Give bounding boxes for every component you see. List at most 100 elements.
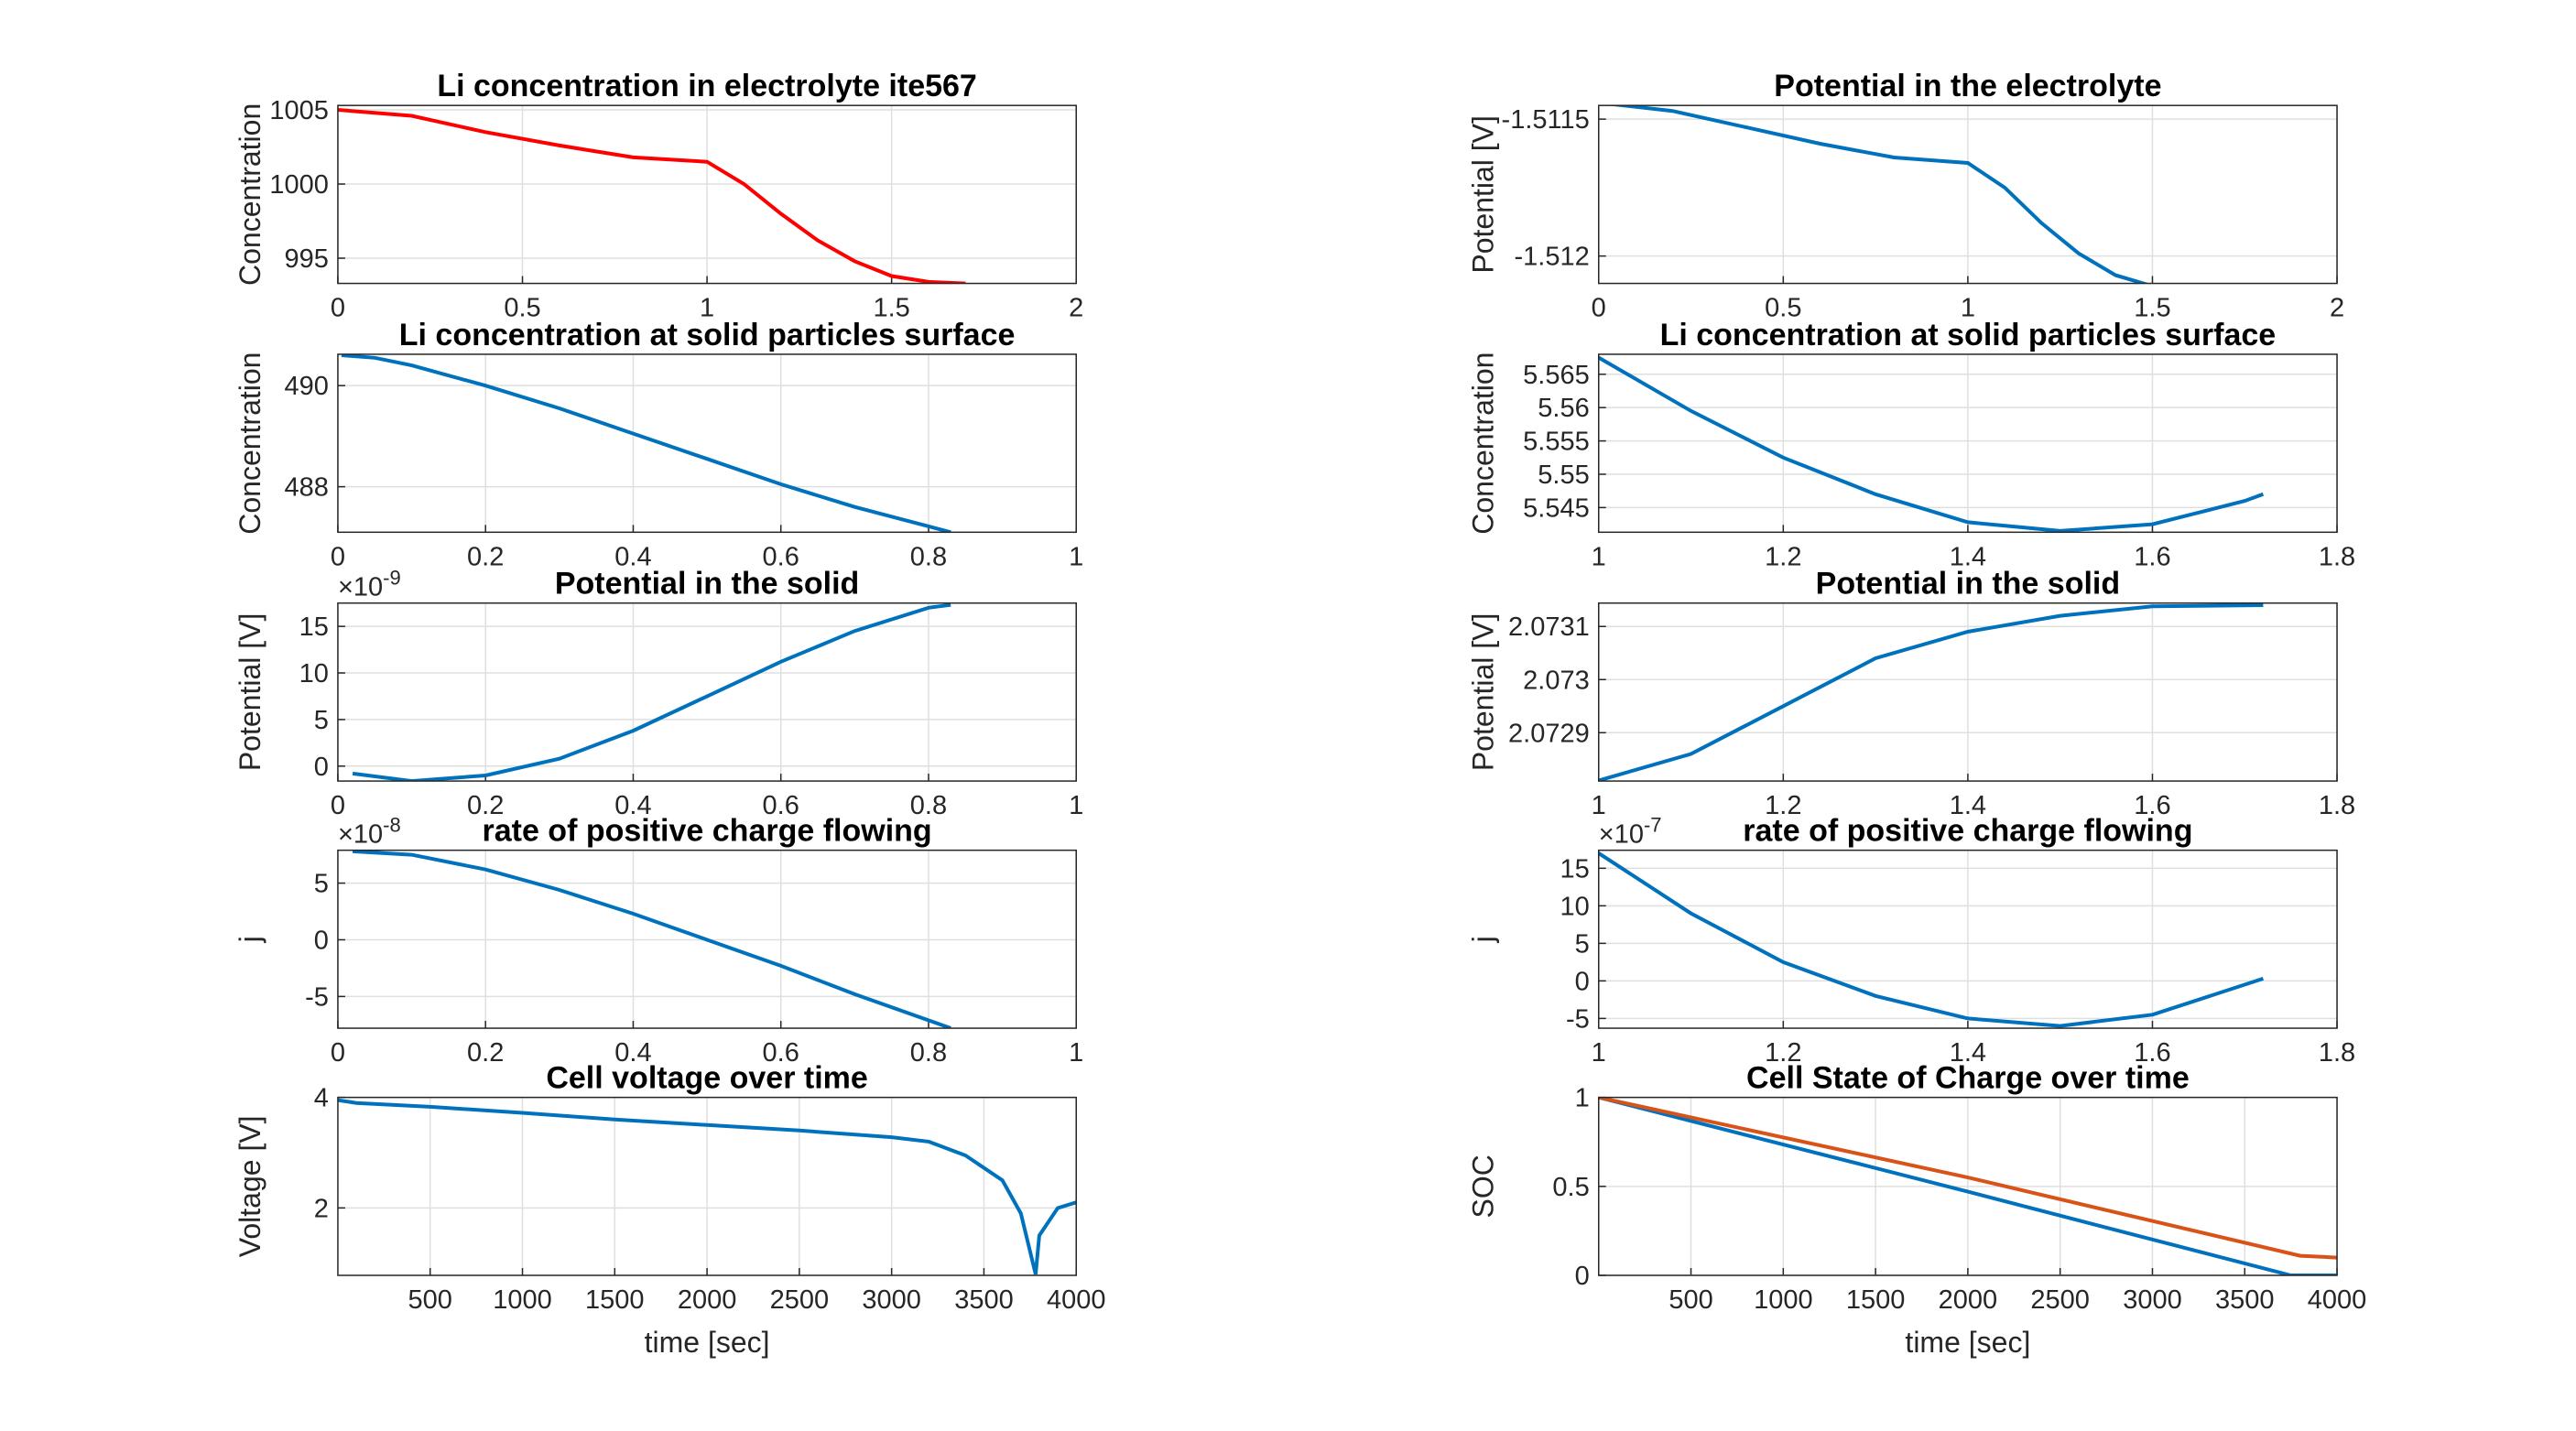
subplot: 500 1000 1500 2000 2500 3000 3500 4000 2 4 Cell vo… (234, 1061, 1106, 1359)
x-tick-label: 500 (1668, 1285, 1712, 1315)
y-exponent: ×10-7 (1599, 814, 1662, 850)
x-tick-label: 3500 (954, 1285, 1014, 1315)
data-line (1598, 1097, 2338, 1260)
subplot: 500 1000 1500 2000 2500 3000 3500 4000 0 0.5 1 Cell… (1467, 1061, 2367, 1359)
y-tick-label: 0 (1575, 967, 1590, 996)
data-line (1598, 603, 2264, 782)
x-tick-label: 1.6 (2134, 791, 2170, 820)
x-tick-label: 0.4 (614, 542, 651, 571)
y-axis-label: Concentration (234, 103, 266, 286)
y-axis-label: Potential [V] (234, 613, 266, 772)
x-tick-label: 1 (1961, 294, 1975, 323)
x-tick-label: 1500 (1846, 1285, 1906, 1315)
subplot: 0 0.5 1 1.5 2 -1.5115 -1.512 Potential in the e… (1467, 69, 2344, 322)
y-tick-label: 2.073 (1523, 666, 1590, 695)
x-tick-label: 0.8 (910, 542, 947, 571)
data-line (352, 602, 951, 782)
data-line (337, 108, 966, 284)
axes-box (1598, 1096, 2338, 1276)
chart-title: Potential in the solid (555, 567, 859, 602)
x-tick-label: 1.8 (2319, 1038, 2355, 1068)
data-line (1598, 851, 2265, 1028)
y-tick-label: 0.5 (1552, 1173, 1589, 1202)
x-tick-label: 0.2 (467, 791, 504, 820)
x-tick-label: 1.5 (873, 294, 909, 323)
x-tick-label: 2 (1069, 294, 1083, 323)
y-tick-label: 1005 (269, 96, 329, 125)
x-tick-label: 500 (408, 1285, 452, 1315)
y-tick-label: 5.565 (1523, 361, 1590, 390)
y-tick-label: -5 (1566, 1004, 1590, 1034)
y-axis-label: Voltage [V] (234, 1115, 266, 1257)
x-tick-label: 1 (1069, 791, 1083, 820)
x-tick-label: 1.2 (1765, 791, 1801, 820)
x-tick-label: 1.2 (1765, 542, 1801, 571)
axes-box (337, 353, 1077, 534)
y-tick-label: 5.545 (1523, 493, 1590, 523)
x-tick-label: 1 (1592, 542, 1606, 571)
y-tick-label: 0 (1575, 1262, 1590, 1291)
y-axis-label: Concentration (234, 352, 266, 535)
x-tick-label: 1 (700, 294, 714, 323)
x-tick-label: 4000 (1047, 1285, 1106, 1315)
y-axis-label: j (234, 936, 266, 943)
x-tick-label: 1 (1592, 791, 1606, 820)
axes-background (337, 353, 1077, 533)
x-tick-label: 0.8 (910, 791, 947, 820)
x-tick-label: 3000 (2123, 1285, 2182, 1315)
axes-box (1598, 353, 2338, 534)
x-tick-label: 1000 (1754, 1285, 1813, 1315)
y-axis-label: SOC (1467, 1155, 1500, 1218)
x-tick-label: 1 (1069, 1038, 1083, 1068)
x-axis-label: time [sec] (1905, 1326, 2030, 1359)
x-tick-label: 1.8 (2319, 791, 2355, 820)
subplot: 1 1.2 1.4 1.6 1.8 5.545 5.55 5.555 5.56 5.565 Li c… (1467, 318, 2355, 571)
axes-box (337, 1096, 1077, 1276)
x-tick-label: 1 (1069, 542, 1083, 571)
x-tick-label: 0.4 (614, 791, 651, 820)
x-tick-label: 1.5 (2134, 294, 2170, 323)
axes-box (337, 602, 1077, 782)
y-axis-label: Potential [V] (1467, 613, 1500, 772)
y-exponent: ×10-9 (338, 567, 401, 602)
data-line (1598, 355, 2265, 533)
x-tick-label: 0.6 (763, 1038, 799, 1068)
subplot: 1 1.2 1.4 1.6 1.8 2.0729 2.073 2.0731 Potential … (1467, 567, 2355, 820)
x-tick-label: 2500 (2030, 1285, 2090, 1315)
x-tick-label: 2000 (678, 1285, 737, 1315)
y-tick-label: 2.0731 (1508, 613, 1590, 642)
y-tick-label: 5 (1575, 929, 1590, 959)
x-tick-label: 1.8 (2319, 542, 2355, 571)
x-tick-label: 3000 (862, 1285, 921, 1315)
y-tick-label: 15 (299, 613, 329, 642)
x-tick-label: 0.8 (910, 1038, 947, 1068)
chart-title: Cell voltage over time (546, 1061, 867, 1096)
x-axis-label: time [sec] (645, 1326, 770, 1359)
chart-title: Li concentration in electrolyte ite567 (437, 69, 977, 103)
x-tick-label: 0.5 (1765, 294, 1801, 323)
subplot: 0 0.5 1 1.5 2 995 1000 1005 Li concentration in … (234, 69, 1083, 322)
x-tick-label: 0 (331, 1038, 345, 1068)
x-tick-label: 0.6 (763, 791, 799, 820)
data-line (352, 850, 951, 1029)
x-tick-label: 1.2 (1765, 1038, 1801, 1068)
x-tick-label: 1500 (585, 1285, 645, 1315)
chart-title: rate of positive charge flowing (1743, 814, 2192, 849)
x-tick-label: 0 (1592, 294, 1606, 323)
x-tick-label: 0 (331, 791, 345, 820)
y-tick-label: 490 (285, 372, 329, 401)
axes-box (1598, 849, 2338, 1029)
x-tick-label: 0.5 (504, 294, 540, 323)
chart-title: Cell State of Charge over time (1746, 1061, 2190, 1096)
chart-title: Potential in the electrolyte (1774, 69, 2161, 103)
chart-title: Li concentration at solid particles surf… (399, 318, 1016, 352)
x-tick-label: 0.6 (763, 542, 799, 571)
y-tick-label: 2.0729 (1508, 719, 1590, 748)
y-tick-label: 10 (299, 659, 329, 688)
x-tick-label: 1000 (493, 1285, 552, 1315)
chart-title: rate of positive charge flowing (482, 814, 931, 849)
data-line (341, 353, 951, 533)
y-tick-label: 4 (314, 1084, 329, 1113)
y-tick-label: 1000 (269, 170, 329, 200)
